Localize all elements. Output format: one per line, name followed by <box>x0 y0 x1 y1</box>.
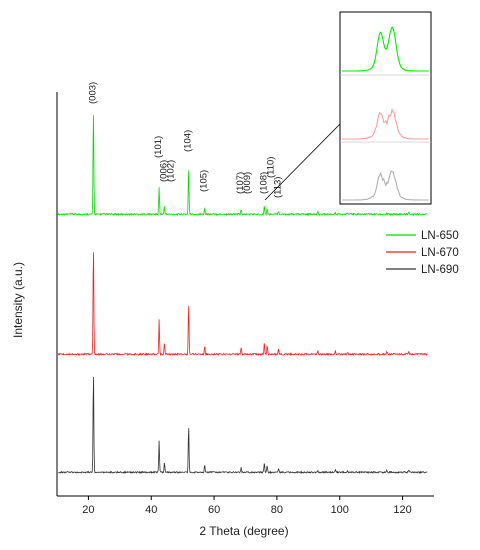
peak-label: (009) <box>242 172 253 194</box>
inset-connector <box>264 123 341 201</box>
x-tick-label: 60 <box>208 504 220 516</box>
peak-annotations: (003) (101) (006)(102) (104) (105) (107)(009)… <box>87 82 283 198</box>
inset-frame <box>339 11 432 205</box>
x-tick-label: 20 <box>82 504 94 516</box>
series-line-ln-670 <box>57 252 428 357</box>
inset-series-line <box>342 107 429 140</box>
peak-label: (104) <box>183 130 194 152</box>
y-axis-label: Intensity (a.u.) <box>11 262 25 338</box>
peak-label: (107) <box>235 172 246 194</box>
peak-label: (108) <box>258 172 269 194</box>
legend-label: LN-670 <box>421 247 459 259</box>
inset-series-line <box>342 170 429 201</box>
axes: 20 40 60 80 100 120 <box>56 92 434 516</box>
x-tick-label: 100 <box>331 504 349 516</box>
series-layer <box>57 115 428 475</box>
x-tick-label: 120 <box>393 504 411 516</box>
legend: LN-650 LN-670 LN-690 <box>386 230 459 276</box>
peak-label: (006) <box>158 160 169 182</box>
peak-label: (003) <box>87 82 98 104</box>
peak-label: (110) <box>266 157 277 178</box>
inset-series-line <box>342 26 429 72</box>
peak-label: (101) <box>153 136 164 158</box>
peak-label: (102) <box>166 160 177 182</box>
x-tick-label: 40 <box>145 504 157 516</box>
inset-zoom <box>264 11 432 205</box>
series-line-ln-690 <box>58 377 428 475</box>
x-axis-label: 2 Theta (degree) <box>199 524 288 538</box>
legend-label: LN-650 <box>421 230 459 242</box>
legend-label: LN-690 <box>421 264 459 276</box>
x-tick-label: 80 <box>271 504 283 516</box>
peak-label: (105) <box>199 170 210 192</box>
series-line-ln-650 <box>57 115 428 217</box>
